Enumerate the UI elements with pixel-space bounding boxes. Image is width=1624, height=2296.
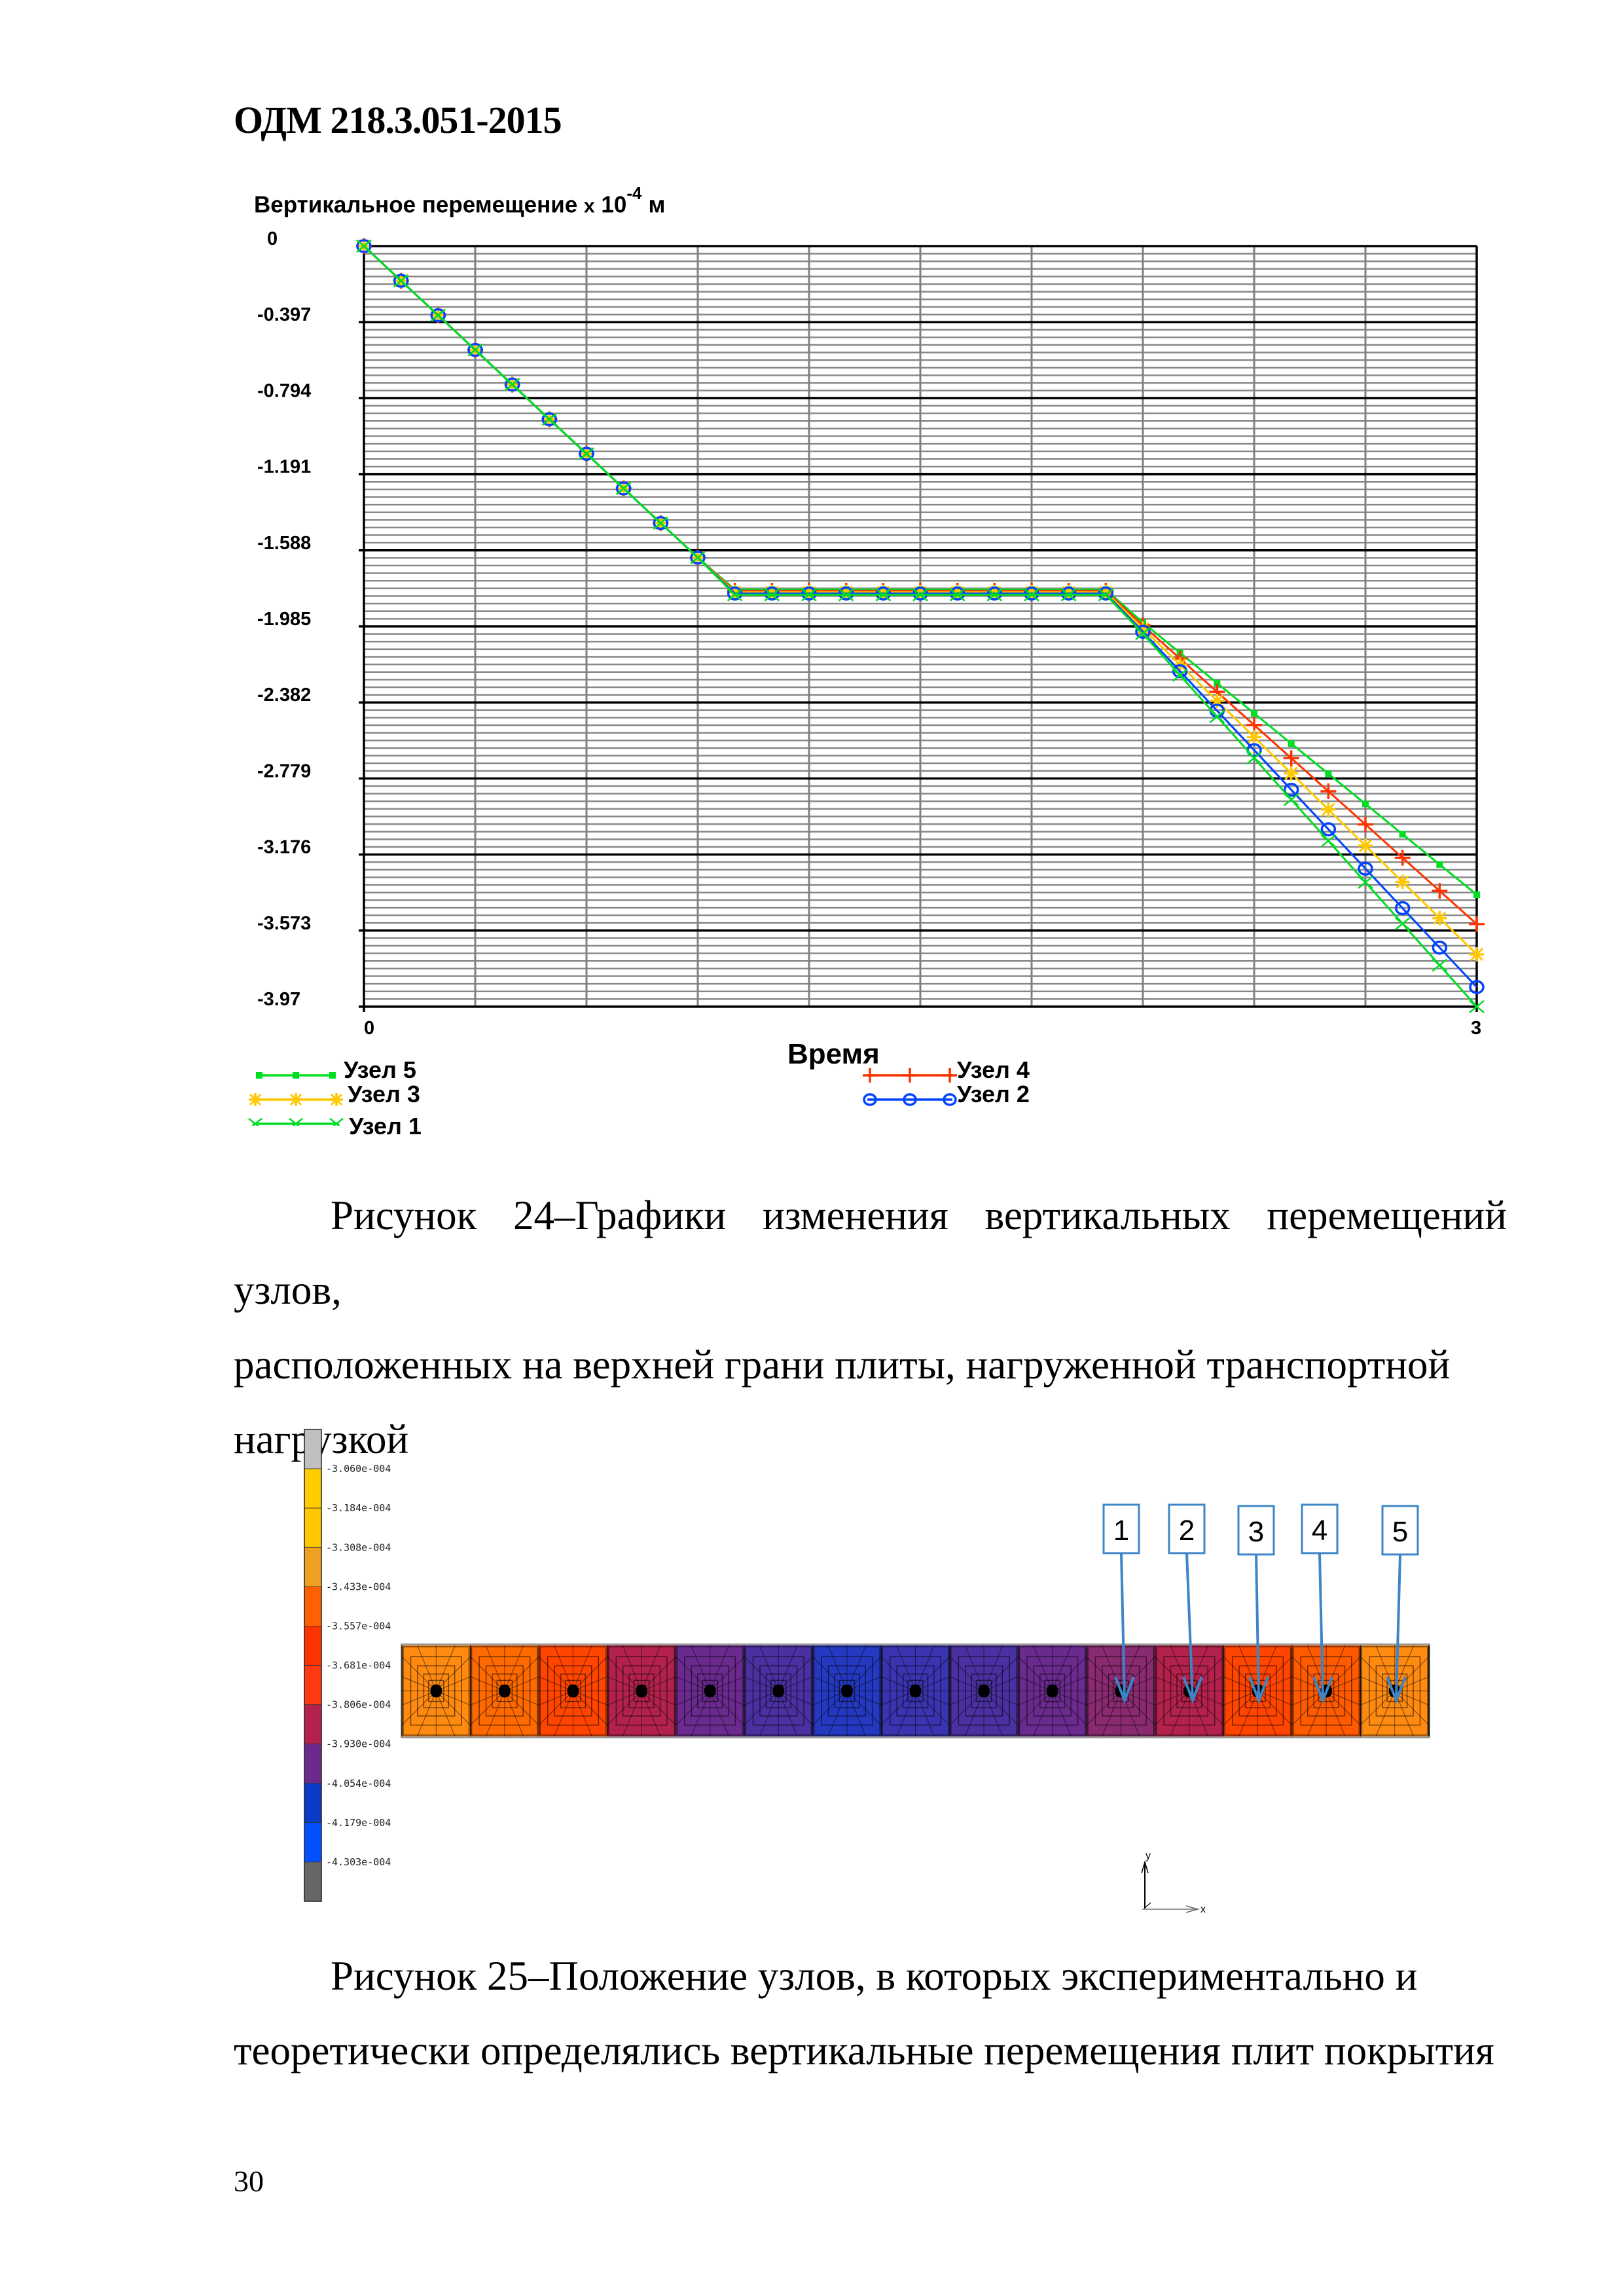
svg-text:-3.573: -3.573 — [257, 913, 311, 934]
figure24-caption: Рисунок 24–Графики изменения вертикальны… — [234, 1178, 1507, 1477]
slab-cell — [812, 1645, 882, 1737]
x-tick-label-start: 0 — [364, 1018, 374, 1039]
x-tick-label-end: 3 — [1471, 1018, 1481, 1039]
svg-text:-0.397: -0.397 — [257, 304, 311, 325]
svg-text:-3.930e-004: -3.930e-004 — [326, 1738, 391, 1750]
slab-cell — [607, 1645, 676, 1737]
svg-text:-3.308e-004: -3.308e-004 — [326, 1541, 391, 1553]
slab-cell — [1360, 1645, 1430, 1737]
svg-text:y: y — [1146, 1850, 1151, 1861]
slab-cell — [744, 1645, 814, 1737]
y-axis-labels: 0 -0.397 -0.794 -1.191 -1.588 -1.985 -2.382 -2.… — [257, 228, 311, 1010]
node-label-5: 5 — [1381, 1505, 1419, 1704]
svg-text:-3.176: -3.176 — [257, 837, 311, 858]
svg-text:-1.191: -1.191 — [257, 457, 311, 478]
node-label-3: 3 — [1237, 1505, 1275, 1704]
node-label-2: 2 — [1168, 1503, 1206, 1704]
caption24-line-2: расположенных на верхней грани плиты, на… — [234, 1342, 1451, 1388]
series-5 — [356, 240, 1485, 1013]
caption25-line-2: теоретически определялись вертикальные п… — [234, 2028, 1494, 2073]
legend-label-5: Узел 2 — [957, 1081, 1030, 1107]
color-scale-bar: -3.060e-004 -3.184e-004 -3.308e-004 -3.433e… — [304, 1429, 391, 1902]
node-label-1: 1 — [1102, 1503, 1140, 1704]
svg-text:2: 2 — [1179, 1515, 1195, 1547]
displacement-chart: 0 -0.397 -0.794 -1.191 -1.588 -1.985 -2.382 -2.… — [257, 228, 1485, 1039]
legend-swatch-2 — [249, 1093, 343, 1106]
svg-text:-4.303e-004: -4.303e-004 — [326, 1856, 391, 1868]
chart-title-exponent: -4 — [626, 183, 642, 203]
svg-text:0: 0 — [267, 228, 278, 249]
node-markers: 1 2 3 4 5 — [1102, 1503, 1419, 1704]
svg-text:4: 4 — [1312, 1515, 1327, 1547]
svg-text:-3.97: -3.97 — [257, 989, 300, 1010]
svg-text:-3.184e-004: -3.184e-004 — [326, 1502, 391, 1514]
svg-text:-1.588: -1.588 — [257, 533, 311, 554]
caption25-line-1: Рисунок 25–Положение узлов, в которых эк… — [331, 1953, 1418, 1999]
legend-label-4: Узел 4 — [957, 1056, 1030, 1083]
svg-text:-3.060e-004: -3.060e-004 — [326, 1463, 391, 1475]
document-code-header: ОДМ 218.3.051-2015 — [234, 99, 562, 141]
chart-grid — [359, 245, 1478, 1012]
legend-label-3: Узел 1 — [349, 1113, 422, 1139]
legend-swatches — [248, 1068, 957, 1126]
caption24-line-1: Рисунок 24–Графики изменения вертикальны… — [234, 1193, 1507, 1313]
svg-text:5: 5 — [1392, 1516, 1408, 1548]
legend-label-2: Узел 3 — [348, 1081, 420, 1107]
slab-cell — [1291, 1645, 1361, 1737]
slab-cell — [538, 1645, 608, 1737]
slab-cell — [949, 1645, 1019, 1737]
svg-text:-4.179e-004: -4.179e-004 — [326, 1817, 391, 1829]
chart-title-base: 10 — [601, 192, 627, 218]
svg-text:-3.681e-004: -3.681e-004 — [326, 1660, 391, 1672]
svg-text:-3.557e-004: -3.557e-004 — [326, 1620, 391, 1632]
svg-text:-2.382: -2.382 — [257, 685, 311, 706]
slab-displacement-figure: -3.060e-004 -3.184e-004 -3.308e-004 -3.433e… — [304, 1429, 1430, 1915]
chart-title-unit: м — [648, 192, 666, 218]
x-axis-title: Время — [787, 1038, 880, 1070]
chart-series — [356, 238, 1485, 1013]
legend-label-1: Узел 5 — [344, 1056, 416, 1083]
svg-text:-2.779: -2.779 — [257, 761, 311, 781]
legend-swatch-5 — [863, 1093, 957, 1106]
coordinate-axes-icon: yx — [1141, 1850, 1206, 1915]
slab-cell — [401, 1645, 471, 1737]
legend-swatch-4 — [863, 1068, 957, 1083]
legend-swatch-1 — [256, 1072, 336, 1079]
slab-cell — [469, 1645, 539, 1737]
svg-text:-4.054e-004: -4.054e-004 — [326, 1778, 391, 1789]
svg-text:-0.794: -0.794 — [257, 380, 311, 401]
chart-title: Вертикальное перемещение х 10-4 м — [254, 183, 666, 219]
slab-mesh — [401, 1643, 1430, 1738]
svg-text:-1.985: -1.985 — [257, 609, 311, 630]
page-number: 30 — [234, 2164, 264, 2198]
svg-text:-3.433e-004: -3.433e-004 — [326, 1581, 391, 1592]
svg-text:x: x — [1200, 1904, 1206, 1915]
chart-title-main: Вертикальное перемещение — [254, 192, 578, 218]
node-label-4: 4 — [1301, 1503, 1339, 1704]
svg-text:-3.806e-004: -3.806e-004 — [326, 1699, 391, 1711]
legend-swatch-3 — [248, 1118, 344, 1126]
svg-text:1: 1 — [1113, 1515, 1129, 1547]
slab-cell — [880, 1645, 950, 1737]
slab-cell — [675, 1645, 745, 1737]
chart-title-times: х — [583, 195, 595, 217]
slab-cell — [1017, 1645, 1087, 1737]
svg-text:3: 3 — [1248, 1516, 1264, 1548]
figure25-caption: Рисунок 25–Положение узлов, в которых эк… — [234, 1939, 1507, 2088]
